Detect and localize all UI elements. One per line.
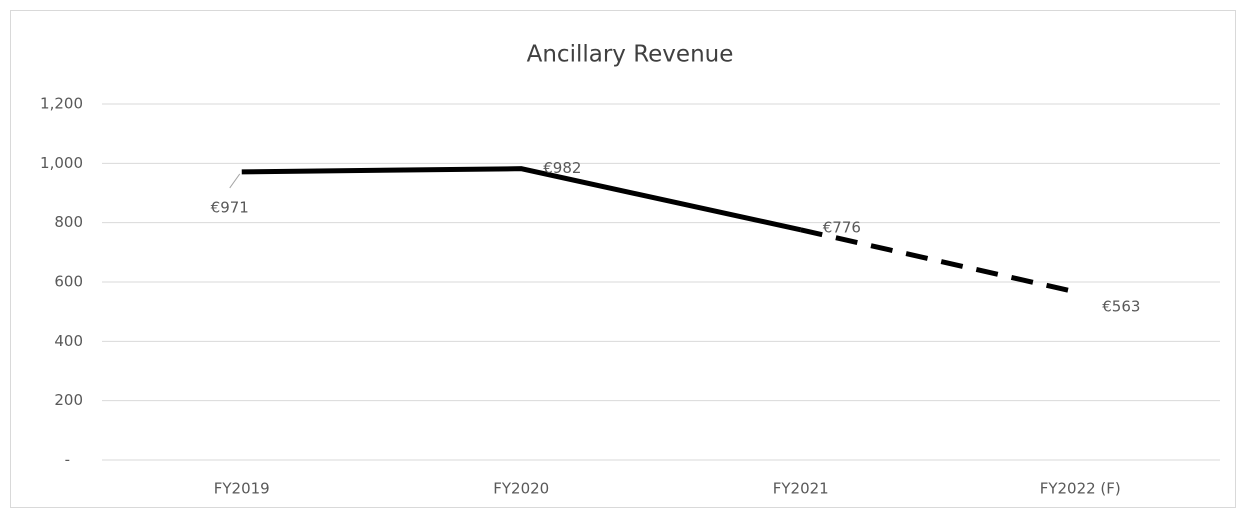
- series-line: [241, 166, 802, 233]
- chart-border: [10, 10, 1236, 508]
- data-label: €982: [543, 159, 581, 177]
- data-label: €563: [1102, 297, 1140, 315]
- y-tick-label: 1,200: [40, 95, 83, 113]
- y-tick-label: 1,000: [40, 154, 83, 172]
- x-tick-label: FY2020: [493, 480, 549, 498]
- x-tick-label: FY2019: [214, 480, 270, 498]
- y-tick-label: 800: [54, 213, 83, 231]
- y-tick-label: 200: [54, 391, 83, 409]
- series-line-forecast: [800, 227, 1081, 296]
- chart-title: Ancillary Revenue: [527, 42, 734, 68]
- y-tick-label: 400: [54, 332, 83, 350]
- data-label: €776: [823, 218, 861, 236]
- data-label: €971: [211, 198, 249, 216]
- y-tick-label: -: [65, 451, 70, 469]
- leader-line: [229, 173, 241, 189]
- x-tick-label: FY2022 (F): [1040, 480, 1121, 498]
- y-tick-label: 600: [54, 273, 83, 291]
- x-tick-label: FY2021: [773, 480, 829, 498]
